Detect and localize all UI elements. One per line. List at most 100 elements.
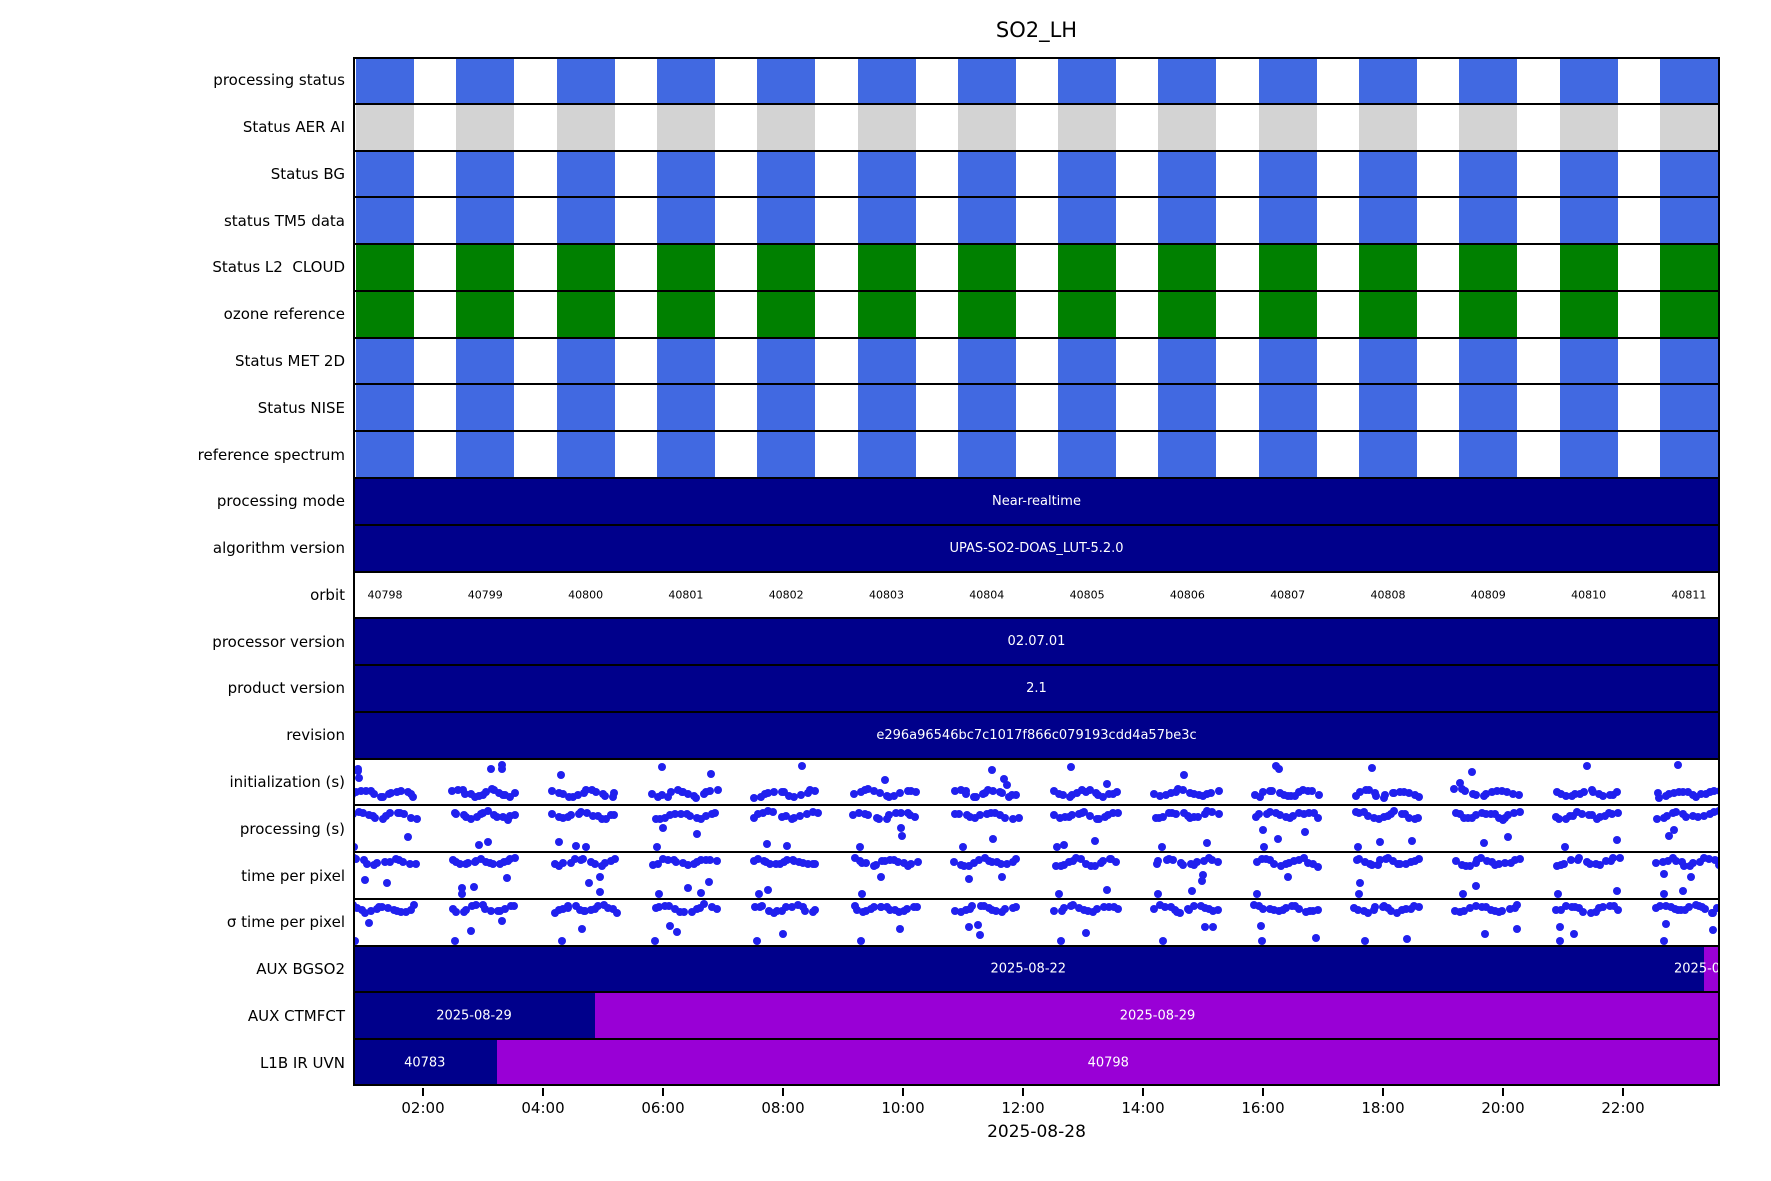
scatter-outlier-dot bbox=[1403, 935, 1412, 944]
scatter-dot bbox=[649, 860, 658, 869]
scatter-dot bbox=[1308, 859, 1317, 868]
scatter-dot bbox=[970, 858, 979, 867]
scatter-outlier-dot bbox=[1455, 778, 1464, 787]
scatter-outlier-dot bbox=[364, 919, 373, 928]
scatter-dot bbox=[1067, 811, 1076, 820]
status-block-orbit-40804 bbox=[957, 150, 1016, 198]
scatter-dot bbox=[1700, 812, 1709, 821]
scatter-outlier-dot bbox=[1257, 921, 1266, 930]
scatter-outlier-dot bbox=[498, 765, 507, 774]
scatter-dot bbox=[1460, 907, 1469, 916]
scatter-dot bbox=[810, 860, 819, 869]
scatter-dot bbox=[1185, 905, 1194, 914]
scatter-dot bbox=[810, 787, 819, 796]
scatter-dot bbox=[1674, 787, 1683, 796]
scatter-dot bbox=[997, 908, 1006, 917]
status-block-orbit-40803 bbox=[857, 384, 916, 432]
row-label-status-tm5-data: status TM5 data bbox=[223, 211, 345, 230]
status-block-orbit-40810 bbox=[1559, 384, 1618, 432]
scatter-outlier-dot bbox=[557, 936, 566, 945]
scatter-outlier-dot bbox=[498, 917, 507, 926]
scatter-outlier-dot bbox=[1613, 886, 1622, 895]
status-block-orbit-40800 bbox=[556, 57, 615, 104]
scatter-dot bbox=[353, 810, 358, 819]
scatter-dot bbox=[660, 814, 669, 823]
scatter-dot bbox=[499, 858, 508, 867]
scatter-dot bbox=[453, 786, 462, 795]
status-block-orbit-40807 bbox=[1258, 431, 1317, 478]
scatter-dot bbox=[1269, 860, 1278, 869]
status-block-orbit-40807 bbox=[1258, 150, 1317, 198]
status-block-orbit-40806 bbox=[1158, 197, 1217, 245]
status-block-orbit-40803 bbox=[857, 244, 916, 291]
scatter-dot bbox=[1095, 815, 1104, 824]
scatter-dot bbox=[1405, 788, 1414, 797]
scatter-outlier-dot bbox=[581, 842, 590, 851]
scatter-outlier-dot bbox=[707, 770, 716, 779]
scatter-dot bbox=[757, 902, 766, 911]
scatter-dot bbox=[574, 791, 583, 800]
scatter-outlier-dot bbox=[450, 936, 459, 945]
scatter-dot bbox=[766, 860, 775, 869]
scatter-dot bbox=[1486, 809, 1495, 818]
status-block-orbit-40804 bbox=[957, 431, 1016, 478]
scatter-dot bbox=[378, 902, 387, 911]
scatter-dot bbox=[751, 902, 760, 911]
status-block-orbit-40801 bbox=[656, 57, 715, 104]
scatter-outlier-dot bbox=[1200, 923, 1209, 932]
row-processing-s bbox=[353, 805, 1720, 852]
scatter-dot bbox=[1000, 813, 1009, 822]
scatter-dot bbox=[1466, 861, 1475, 870]
scatter-dot bbox=[763, 788, 772, 797]
scatter-dot bbox=[984, 786, 993, 795]
scatter-dot bbox=[487, 907, 496, 916]
scatter-dot bbox=[1315, 790, 1324, 799]
scatter-dot bbox=[1080, 808, 1089, 817]
scatter-dot bbox=[1204, 905, 1213, 914]
status-block-orbit-40802 bbox=[757, 431, 816, 478]
scatter-dot bbox=[794, 900, 803, 909]
row-label-product-version: product version bbox=[227, 679, 345, 698]
scatter-dot bbox=[1002, 859, 1011, 868]
status-block-orbit-40798 bbox=[356, 57, 414, 104]
scatter-dot bbox=[906, 787, 915, 796]
scatter-dot bbox=[1392, 908, 1401, 917]
scatter-dot bbox=[490, 786, 499, 795]
scatter-dot bbox=[383, 904, 392, 913]
status-block-orbit-40801 bbox=[656, 150, 715, 198]
scatter-dot bbox=[864, 785, 873, 794]
scatter-outlier-dot bbox=[965, 922, 974, 931]
scatter-dot bbox=[1456, 907, 1465, 916]
scatter-dot bbox=[1595, 861, 1604, 870]
scatter-outlier-dot bbox=[596, 888, 605, 897]
scatter-dot bbox=[1460, 813, 1469, 822]
scatter-outlier-dot bbox=[1060, 840, 1069, 849]
scatter-dot bbox=[781, 812, 790, 821]
scatter-dot bbox=[1714, 860, 1720, 869]
scatter-dot bbox=[1561, 792, 1570, 801]
scatter-dot bbox=[359, 809, 368, 818]
row-algorithm-version: UPAS-SO2-DOAS_LUT-5.2.0 bbox=[353, 524, 1720, 572]
scatter-outlier-dot bbox=[673, 927, 682, 936]
status-block-orbit-40800 bbox=[556, 197, 615, 245]
status-block-orbit-40805 bbox=[1058, 197, 1117, 245]
status-block-orbit-40798 bbox=[356, 197, 414, 245]
scatter-dot bbox=[1561, 814, 1570, 823]
row-ozone-reference bbox=[353, 290, 1720, 338]
scatter-dot bbox=[1176, 908, 1185, 917]
scatter-dot bbox=[1414, 793, 1423, 802]
scatter-dot bbox=[1713, 904, 1720, 913]
scatter-dot bbox=[586, 857, 595, 866]
scatter-outlier-dot bbox=[1560, 843, 1569, 852]
row-label-processor-version: processor version bbox=[212, 632, 345, 651]
status-block-orbit-40803 bbox=[857, 57, 916, 104]
scatter-dot bbox=[1509, 789, 1518, 798]
row-status-nise bbox=[353, 384, 1720, 432]
scatter-dot bbox=[914, 857, 923, 866]
scatter-dot bbox=[1498, 787, 1507, 796]
scatter-dot bbox=[547, 809, 556, 818]
scatter-dot bbox=[850, 853, 859, 862]
scatter-dot bbox=[1672, 857, 1681, 866]
segment-label-aux-bgso2-1: 2025-08-24 bbox=[1674, 961, 1720, 977]
scatter-outlier-dot bbox=[1102, 886, 1111, 895]
